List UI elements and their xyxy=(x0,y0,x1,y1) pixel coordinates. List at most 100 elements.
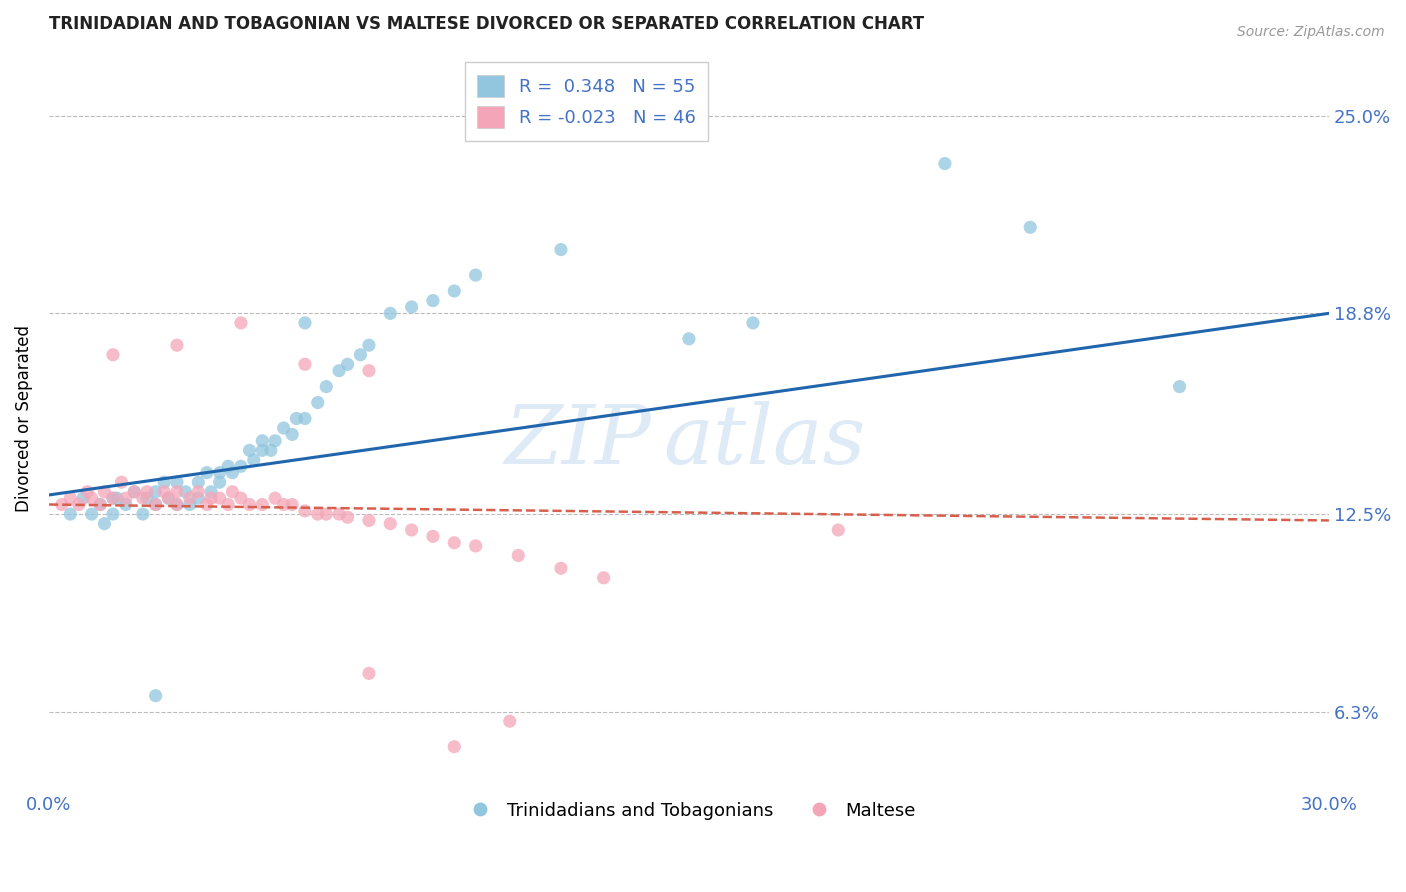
Point xyxy=(349,348,371,362)
Point xyxy=(187,484,209,499)
Point xyxy=(124,484,146,499)
Point xyxy=(443,739,465,754)
Point xyxy=(51,498,73,512)
Point xyxy=(443,284,465,298)
Point xyxy=(229,316,252,330)
Point xyxy=(132,491,155,505)
Point xyxy=(101,491,124,505)
Point xyxy=(221,466,243,480)
Point xyxy=(380,306,402,320)
Point xyxy=(187,475,209,490)
Point xyxy=(76,484,98,499)
Point xyxy=(136,484,159,499)
Point xyxy=(499,714,522,729)
Point xyxy=(101,348,124,362)
Point xyxy=(315,379,337,393)
Point xyxy=(136,491,159,505)
Point xyxy=(208,491,231,505)
Point xyxy=(294,357,316,371)
Point xyxy=(208,466,231,480)
Point xyxy=(195,498,218,512)
Point xyxy=(1168,379,1191,393)
Point xyxy=(252,434,274,448)
Point xyxy=(179,491,201,505)
Point xyxy=(145,498,167,512)
Point xyxy=(101,491,124,505)
Point xyxy=(114,491,136,505)
Point xyxy=(550,561,572,575)
Point xyxy=(93,484,115,499)
Point xyxy=(89,498,111,512)
Point xyxy=(124,484,146,499)
Point xyxy=(145,689,167,703)
Point xyxy=(380,516,402,531)
Point xyxy=(464,539,486,553)
Point xyxy=(252,498,274,512)
Point xyxy=(145,484,167,499)
Point xyxy=(238,498,260,512)
Point xyxy=(89,498,111,512)
Point xyxy=(550,243,572,257)
Point xyxy=(157,491,180,505)
Text: ZIP: ZIP xyxy=(503,401,651,481)
Point xyxy=(166,484,188,499)
Point xyxy=(443,535,465,549)
Point xyxy=(229,491,252,505)
Point xyxy=(217,498,239,512)
Point xyxy=(285,411,308,425)
Point xyxy=(157,491,180,505)
Point xyxy=(264,434,287,448)
Point xyxy=(153,484,176,499)
Point xyxy=(145,498,167,512)
Point xyxy=(72,491,94,505)
Point xyxy=(93,516,115,531)
Point xyxy=(110,475,132,490)
Point xyxy=(357,513,380,527)
Text: TRINIDADIAN AND TOBAGONIAN VS MALTESE DIVORCED OR SEPARATED CORRELATION CHART: TRINIDADIAN AND TOBAGONIAN VS MALTESE DI… xyxy=(49,15,924,33)
Point xyxy=(401,300,423,314)
Point xyxy=(422,529,444,543)
Point xyxy=(114,498,136,512)
Point xyxy=(742,316,765,330)
Point xyxy=(357,666,380,681)
Point xyxy=(67,498,90,512)
Point xyxy=(464,268,486,282)
Point xyxy=(200,484,222,499)
Point xyxy=(132,507,155,521)
Point xyxy=(229,459,252,474)
Point xyxy=(294,411,316,425)
Point xyxy=(221,484,243,499)
Point xyxy=(357,338,380,352)
Point xyxy=(294,504,316,518)
Point xyxy=(401,523,423,537)
Point xyxy=(307,395,329,409)
Point xyxy=(307,507,329,521)
Point xyxy=(281,498,304,512)
Point xyxy=(592,571,614,585)
Point xyxy=(934,156,956,170)
Point xyxy=(187,491,209,505)
Point xyxy=(252,443,274,458)
Point xyxy=(281,427,304,442)
Point xyxy=(101,507,124,521)
Point xyxy=(80,507,103,521)
Point xyxy=(357,364,380,378)
Point xyxy=(166,475,188,490)
Point xyxy=(179,498,201,512)
Point xyxy=(105,491,128,505)
Point xyxy=(273,498,295,512)
Point xyxy=(260,443,283,458)
Point xyxy=(678,332,700,346)
Text: Source: ZipAtlas.com: Source: ZipAtlas.com xyxy=(1237,25,1385,39)
Text: atlas: atlas xyxy=(664,401,866,481)
Point xyxy=(273,421,295,435)
Y-axis label: Divorced or Separated: Divorced or Separated xyxy=(15,325,32,512)
Point xyxy=(217,459,239,474)
Point xyxy=(328,364,350,378)
Point xyxy=(336,510,359,524)
Point xyxy=(59,491,82,505)
Point xyxy=(166,498,188,512)
Point xyxy=(166,338,188,352)
Point xyxy=(294,316,316,330)
Point xyxy=(200,491,222,505)
